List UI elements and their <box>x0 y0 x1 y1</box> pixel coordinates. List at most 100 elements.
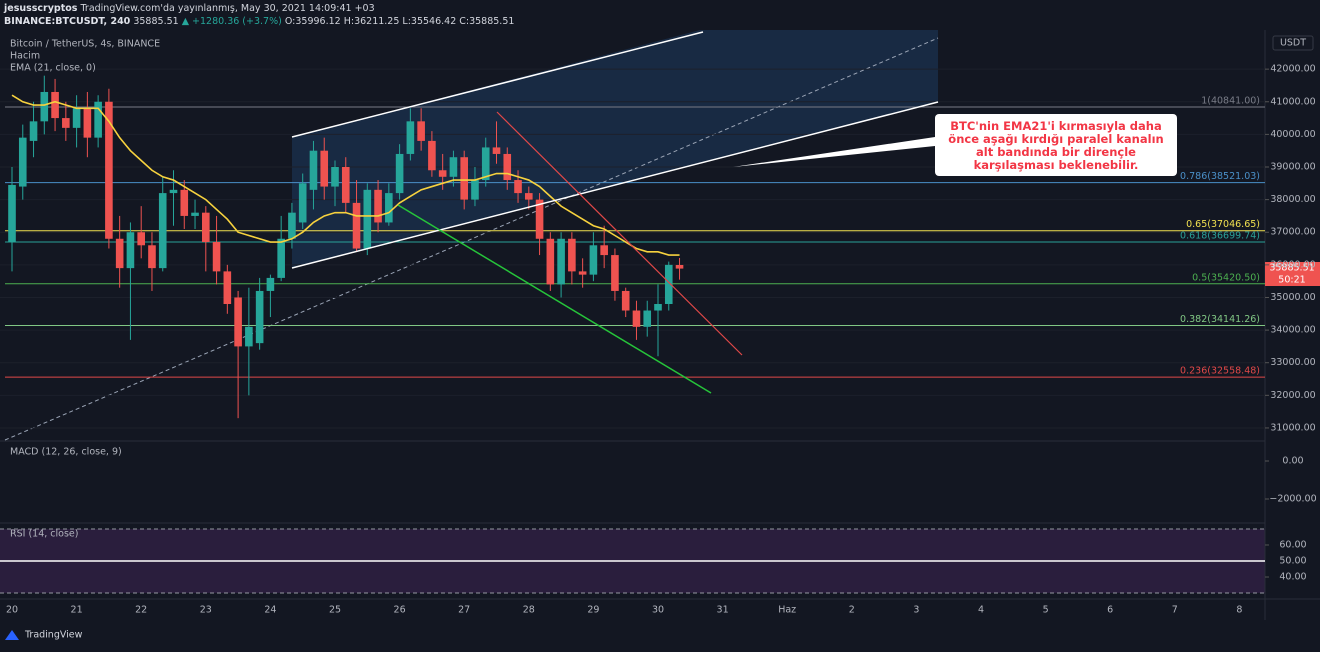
x-tick-label: 25 <box>329 605 341 616</box>
candle-body <box>115 238 124 269</box>
channel-fill <box>292 30 938 268</box>
x-tick-label: 7 <box>1172 605 1178 616</box>
candle-body <box>126 232 135 269</box>
candle-body <box>202 212 210 243</box>
candle-body <box>266 277 275 291</box>
candle-body <box>255 290 264 344</box>
candle-body <box>675 264 684 269</box>
candle-body <box>212 242 221 272</box>
candle-body <box>621 290 630 311</box>
x-tick-label: 31 <box>717 605 729 616</box>
candle-body <box>568 238 576 272</box>
candle-body <box>417 121 425 141</box>
y-tick-label: 41000.00 <box>1270 96 1315 107</box>
symbol: BINANCE:BTCUSDT, 240 <box>4 16 131 27</box>
header-line: BINANCE:BTCUSDT, 240 35885.51 ▲ +1280.36… <box>4 16 514 27</box>
candle-body <box>654 304 662 311</box>
y-tick-label: 40000.00 <box>1270 129 1315 140</box>
candle-body <box>395 153 404 194</box>
annotation-line: önce aşağı kırdığı paralel kanalın <box>948 132 1163 146</box>
channel-midline <box>4 37 939 441</box>
y-tick-label: 35000.00 <box>1270 292 1315 303</box>
candle-body <box>589 245 598 275</box>
rsi-title: RSI (14, close) <box>10 529 78 540</box>
currency-box <box>1272 35 1314 51</box>
candle-body <box>277 238 285 278</box>
legend-ema: EMA (21, close, 0) <box>10 63 96 74</box>
x-tick-label: 26 <box>394 605 406 616</box>
annotation: BTC'nin EMA21'i kırmasıyla daha önce aşağ… <box>948 119 1163 172</box>
candle-body <box>664 264 673 304</box>
candle-body <box>352 202 361 249</box>
annotation-line: BTC'nin EMA21'i kırmasıyla daha <box>950 119 1162 133</box>
x-tick-label: 20 <box>6 605 18 616</box>
y-tick-label: 33000.00 <box>1270 357 1315 368</box>
candle-body <box>546 238 555 285</box>
candle-body <box>503 153 512 181</box>
y-tick-label: 40.00 <box>1279 572 1306 583</box>
trendline-green <box>397 204 712 394</box>
y-tick-label: −2000.00 <box>1269 494 1316 505</box>
candle-body <box>643 310 652 327</box>
x-tick-label: 30 <box>652 605 664 616</box>
candle-body <box>557 238 565 285</box>
price-tag-countdown: 50:21 <box>1278 275 1305 286</box>
annotation-line: alt bandında bir dirençle <box>976 145 1136 159</box>
candle-body <box>363 189 372 249</box>
candle-body <box>105 101 113 239</box>
candle-body <box>180 189 189 216</box>
candle-body <box>234 297 242 347</box>
x-tick-label: 28 <box>523 605 535 616</box>
channel-upper <box>291 31 704 138</box>
candle-body <box>331 167 339 187</box>
x-tick-label: Haz <box>778 605 796 616</box>
candle-body <box>29 121 38 141</box>
currency: USDT <box>1280 38 1306 49</box>
y-tick-label: 60.00 <box>1279 539 1306 550</box>
candle-body <box>148 245 156 269</box>
price-tag-value: 35885.51 <box>1269 263 1314 274</box>
x-tick-label: 2 <box>849 605 855 616</box>
candle-body <box>525 193 533 200</box>
footer: TradingView <box>24 630 83 641</box>
author: jesusscryptos <box>3 3 78 14</box>
level-label: 0.618(36699.74) <box>1180 231 1260 242</box>
y-tick-label: 39000.00 <box>1270 162 1315 173</box>
x-tick-label: 29 <box>587 605 599 616</box>
channel-lower <box>291 101 939 269</box>
candle-body <box>492 147 501 154</box>
level-label: 0.786(38521.03) <box>1180 171 1260 182</box>
legend-title: Bitcoin / TetherUS, 4s, BINANCE <box>10 39 160 50</box>
change: ▲ +1280.36 (+3.7%) <box>182 16 282 27</box>
candle-body <box>460 157 468 200</box>
callout-pointer <box>733 137 935 167</box>
x-tick-label: 21 <box>71 605 83 616</box>
level-label: 0.65(37046.65) <box>1186 219 1260 230</box>
candle-body <box>169 189 178 194</box>
candle-body <box>309 150 318 190</box>
y-tick-label: 37000.00 <box>1270 227 1315 238</box>
y-tick-label: 32000.00 <box>1270 390 1315 401</box>
candle-body <box>449 157 458 177</box>
candle-body <box>438 170 447 177</box>
candle-body <box>578 271 587 275</box>
x-tick-label: 4 <box>978 605 984 616</box>
candle-body <box>40 91 49 122</box>
ohlc: O:35996.12 H:36211.25 L:35546.42 C:35885… <box>285 16 515 27</box>
x-tick-label: 23 <box>200 605 212 616</box>
x-tick-label: 6 <box>1107 605 1113 616</box>
candle-body <box>471 180 479 200</box>
y-tick-label: 31000.00 <box>1270 422 1315 433</box>
y-tick-label: 36000.00 <box>1270 259 1315 270</box>
annotation-line: karşılaşması beklenebilir. <box>974 158 1139 172</box>
candle-body <box>428 140 436 171</box>
published: TradingView.com'da yayınlanmış, May 30, … <box>80 3 375 14</box>
x-tick-label: 3 <box>913 605 919 616</box>
level-label: 1(40841.00) <box>1201 95 1260 106</box>
candle-body <box>94 101 102 138</box>
level-label: 0.236(32558.48) <box>1180 366 1260 377</box>
candle-body <box>341 167 350 203</box>
candle-body <box>374 189 382 223</box>
candle-body <box>245 326 253 347</box>
